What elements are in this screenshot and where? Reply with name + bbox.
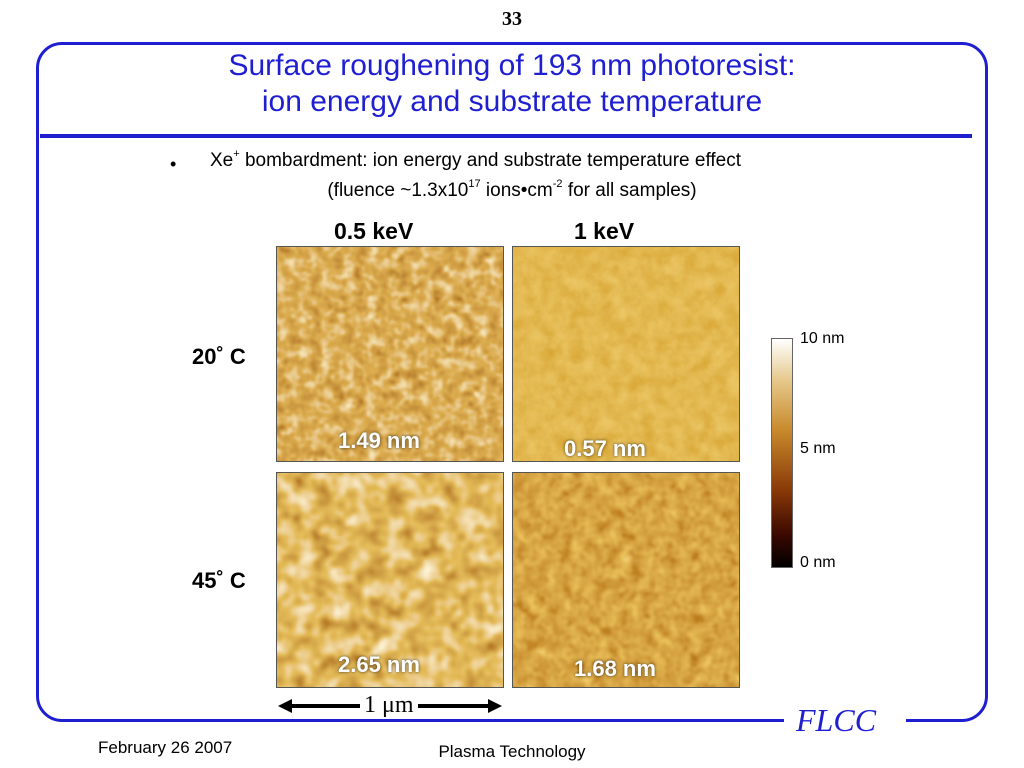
scale-bar-label: 1 μm (360, 692, 418, 719)
fluence-suffix: for all samples) (567, 180, 697, 201)
column-label-0-5-kev: 0.5 keV (334, 218, 414, 244)
ion-name: Xe (210, 150, 234, 171)
footer-date: February 26 2007 (98, 738, 233, 757)
roughness-label-45c-1kev: 1.68 nm (574, 656, 656, 681)
fluence-note: (fluence ~1.3x1017 ions•cm-2 for all sam… (0, 178, 1024, 202)
afm-image-45c-1kev (512, 472, 740, 688)
colorbar-bottom-label: 0 nm (800, 554, 836, 571)
title-underline (40, 134, 972, 138)
footer-title: Plasma Technology (438, 742, 586, 761)
slide-frame (36, 42, 988, 722)
afm-image-20c-05kev (276, 246, 504, 462)
row-label-20c: 20˚ C (192, 344, 246, 369)
afm-image-45c-05kev (276, 472, 504, 688)
slide-number: 33 (502, 8, 522, 30)
column-label-1-kev: 1 keV (574, 218, 635, 244)
bullet-point-icon: • (170, 154, 177, 174)
afm-image-20c-1kev (512, 246, 740, 462)
roughness-label-20c-1kev: 0.57 nm (564, 436, 646, 461)
slide-title: Surface roughening of 193 nm photoresist… (100, 48, 924, 120)
title-line-2: ion energy and substrate temperature (261, 85, 763, 118)
title-line-1: Surface roughening of 193 nm photoresist… (228, 49, 796, 82)
roughness-label-45c-05kev: 2.65 nm (338, 652, 420, 677)
ion-charge: + (233, 148, 240, 160)
colorbar-top-label: 10 nm (800, 330, 845, 347)
fluence-unit: ions•cm (485, 180, 553, 201)
frame-logo-gap (784, 700, 906, 740)
bullet-text: Xe+ bombardment: ion energy and substrat… (210, 148, 742, 172)
bullet-description: bombardment: ion energy and substrate te… (244, 150, 742, 171)
colorbar-mid-label: 5 nm (800, 440, 836, 457)
row-label-45c: 45˚ C (192, 568, 246, 593)
fluence-exponent: 17 (468, 178, 481, 190)
height-colorbar (771, 338, 793, 568)
fluence-prefix: (fluence ~1.3x10 (327, 180, 469, 201)
roughness-label-20c-05kev: 1.49 nm (338, 428, 420, 453)
fluence-unit-exponent: -2 (552, 178, 563, 190)
flcc-logo: FLCC (796, 702, 877, 738)
